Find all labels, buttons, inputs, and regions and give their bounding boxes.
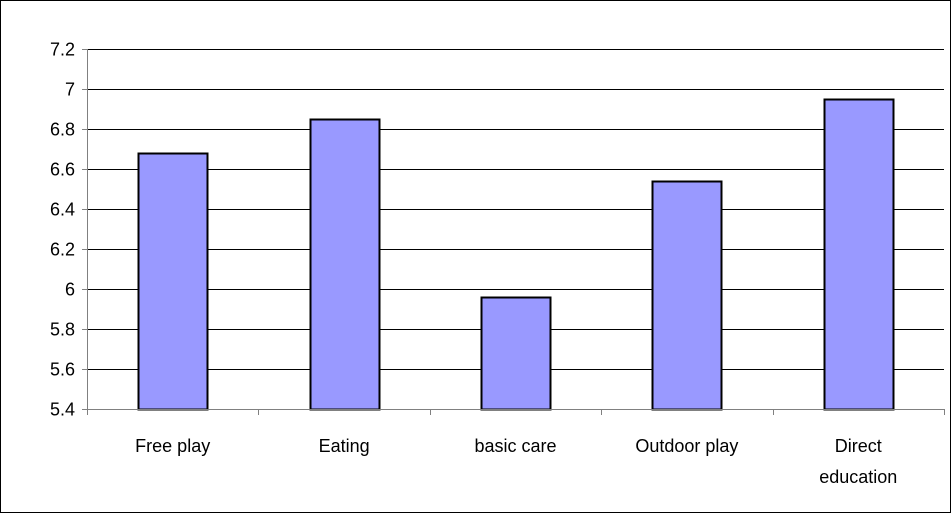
bar [651,180,723,411]
x-tick-label: education [819,467,897,487]
bar [309,118,381,411]
y-tick-label: 5.6 [50,360,75,380]
bar [137,152,209,411]
y-tick-label: 7.2 [50,40,75,60]
bar [480,296,552,411]
y-tick-label: 5.8 [50,320,75,340]
x-tick-labels: Free play Eating basic care Outdoor play Dir… [135,436,897,487]
y-tick-labels: 5.4 5.6 5.8 6 6.2 6.4 6.6 6.8 7 7.2 [50,40,75,420]
bars [137,98,895,411]
y-tick-label: 6.2 [50,240,75,260]
x-tick-label: basic care [474,436,556,456]
y-tick-label: 5.4 [50,400,75,420]
x-tick-label: Direct [835,436,882,456]
y-tick-label: 6.6 [50,160,75,180]
y-tick-label: 7 [65,80,75,100]
x-tick-label: Free play [135,436,210,456]
y-tick-label: 6.8 [50,120,75,140]
gridlines [82,49,944,410]
bar [823,98,895,411]
axes [87,49,945,415]
x-tick-label: Outdoor play [635,436,738,456]
x-tick-label: Eating [319,436,370,456]
y-tick-label: 6 [65,280,75,300]
y-tick-label: 6.4 [50,200,75,220]
